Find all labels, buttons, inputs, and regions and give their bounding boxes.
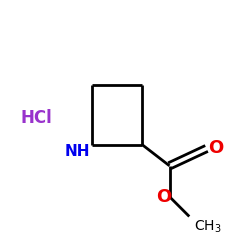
Text: HCl: HCl: [20, 108, 52, 126]
Text: O: O: [208, 140, 224, 158]
Text: NH: NH: [65, 144, 90, 158]
Text: CH$_3$: CH$_3$: [194, 219, 222, 235]
Text: O: O: [156, 188, 171, 206]
